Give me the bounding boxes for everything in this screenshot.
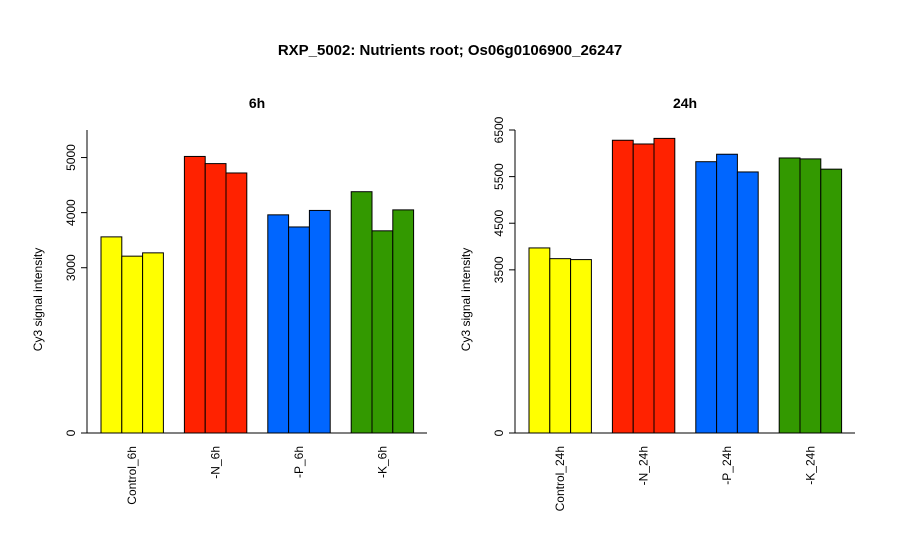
bar [736,171,759,434]
bar [225,172,248,434]
bar [392,209,415,434]
bar [549,258,572,434]
bar [371,230,394,434]
bar [778,157,801,434]
category-label: Control_6h [125,446,139,505]
y-tick-label: 0 [492,429,506,436]
category-label: -P_24h [720,446,734,485]
bar [350,191,373,434]
bar [288,226,310,434]
category-label: -N_6h [209,446,223,479]
category-label: Control_24h [553,446,567,511]
bar [695,161,718,434]
chart-panel-24h: 24h 0 3500 4500 5500 6500 Cy3 signal intensity… [459,95,855,511]
bar [204,163,227,434]
panel-title: 6h [249,95,265,111]
bar [308,209,331,434]
bar [716,153,738,434]
bar [799,158,822,434]
bar [653,137,676,434]
y-tick-label: 6500 [492,116,506,143]
bar [100,236,123,434]
y-tick-label: 3500 [492,256,506,283]
bar [632,143,655,434]
bar [611,139,634,434]
bar [820,168,843,434]
bar [142,252,164,434]
y-tick-label: 5000 [64,144,78,171]
chart-panel-6h: 6h 0 3000 4000 5000 Cy3 signal intensity Contr… [31,95,427,505]
y-tick-label: 3000 [64,254,78,281]
bar [183,155,206,434]
category-label: -N_24h [637,446,651,485]
category-label: -K_6h [375,446,389,478]
category-label: -P_6h [292,446,306,478]
bar [528,247,551,434]
figure-title: RXP_5002: Nutrients root; Os06g0106900_2… [278,42,622,59]
category-label: -K_24h [803,446,817,485]
bar [121,255,144,434]
y-tick-label: 5500 [492,163,506,190]
y-tick-label: 0 [64,429,78,436]
y-tick-label: 4000 [64,199,78,226]
y-tick-label: 4500 [492,210,506,237]
panel-title: 24h [673,95,697,111]
y-axis-label: Cy3 signal intensity [459,248,473,351]
bar [570,259,592,434]
bar [267,214,290,434]
y-axis-label: Cy3 signal intensity [31,248,45,351]
